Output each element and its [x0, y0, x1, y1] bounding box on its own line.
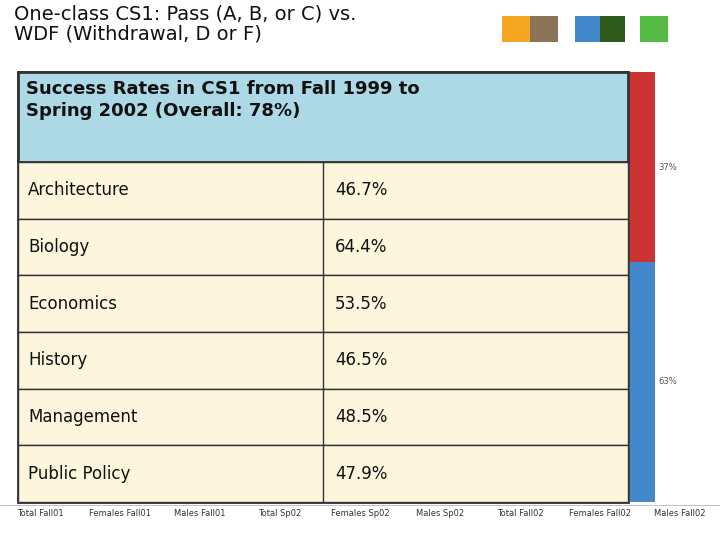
Bar	[502, 16, 530, 42]
Bar	[630, 72, 655, 262]
Text: 48.5%: 48.5%	[335, 408, 387, 426]
Bar	[530, 16, 558, 42]
Bar	[18, 446, 628, 502]
Bar	[18, 72, 628, 162]
Text: 46.7%: 46.7%	[335, 181, 387, 199]
Text: Males Fall01: Males Fall01	[174, 510, 226, 518]
Text: 46.5%: 46.5%	[335, 352, 387, 369]
Bar	[18, 162, 628, 219]
Text: Management: Management	[28, 408, 138, 426]
Text: 47.9%: 47.9%	[335, 464, 387, 483]
Text: Success Rates in CS1 from Fall 1999 to: Success Rates in CS1 from Fall 1999 to	[26, 80, 420, 98]
Text: Females Sp02: Females Sp02	[330, 510, 390, 518]
Text: Total Sp02: Total Sp02	[258, 510, 302, 518]
Bar	[18, 72, 628, 502]
Bar	[630, 262, 655, 502]
Text: Males Fall02: Males Fall02	[654, 510, 706, 518]
Text: WDF (Withdrawal, D or F): WDF (Withdrawal, D or F)	[14, 25, 262, 44]
Bar	[18, 219, 628, 275]
Text: History: History	[28, 352, 87, 369]
Text: Females Fall01: Females Fall01	[89, 510, 151, 518]
Bar	[640, 16, 668, 42]
Text: 53.5%: 53.5%	[335, 295, 387, 313]
Bar	[18, 275, 628, 332]
Bar	[18, 389, 628, 446]
Text: Total Fall02: Total Fall02	[497, 510, 544, 518]
Text: Biology: Biology	[28, 238, 89, 256]
Text: One-class CS1: Pass (A, B, or C) vs.: One-class CS1: Pass (A, B, or C) vs.	[14, 4, 356, 23]
Text: Economics: Economics	[28, 295, 117, 313]
Text: Males Sp02: Males Sp02	[416, 510, 464, 518]
Text: 64.4%: 64.4%	[335, 238, 387, 256]
Bar	[575, 16, 600, 42]
Text: Total Fall01: Total Fall01	[17, 510, 63, 518]
Bar	[600, 16, 625, 42]
Text: Spring 2002 (Overall: 78%): Spring 2002 (Overall: 78%)	[26, 102, 300, 120]
Bar	[18, 332, 628, 389]
Text: Public Policy: Public Policy	[28, 464, 130, 483]
Text: 37%: 37%	[658, 163, 677, 172]
Text: 63%: 63%	[658, 377, 677, 387]
Text: Architecture: Architecture	[28, 181, 130, 199]
Text: Females Fall02: Females Fall02	[569, 510, 631, 518]
